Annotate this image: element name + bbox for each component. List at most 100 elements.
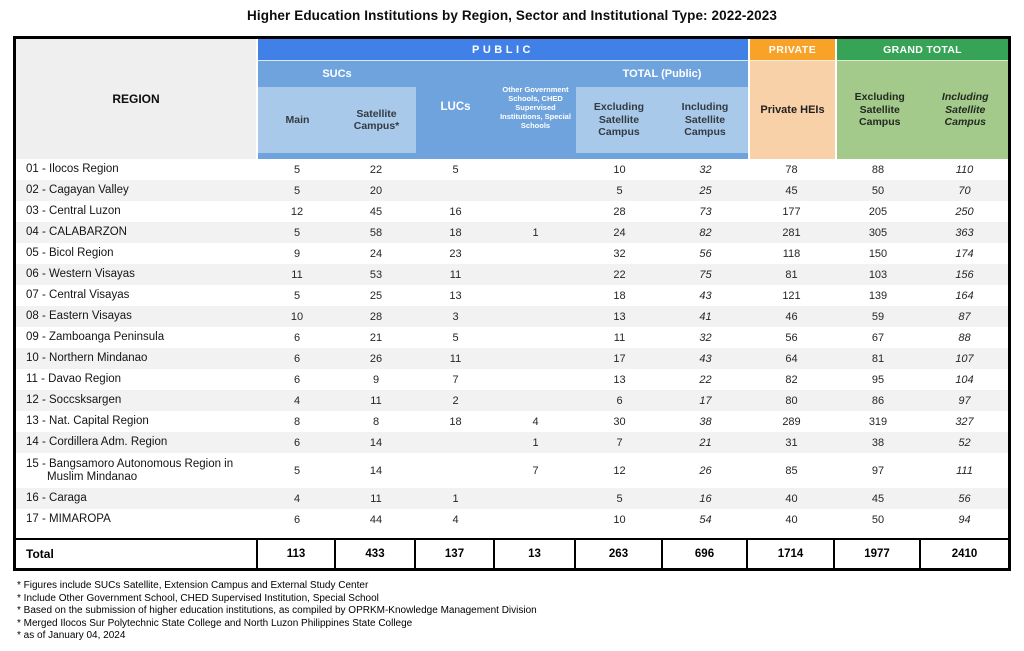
cell-grand-incl-satellite: 250	[955, 205, 974, 218]
table-row: 08 - Eastern Visayas 10 28 3 13 41 46 59 87	[16, 306, 1008, 327]
cell-main: 5	[293, 163, 301, 176]
table-row: 04 - CALABARZON 5 58 18 1 24 82 281 305 363	[16, 222, 1008, 243]
cell-lucs: 11	[449, 352, 462, 365]
cell-satellite-campus: 9	[372, 373, 380, 386]
cell-satellite-campus: 14	[369, 464, 383, 477]
header-private: PRIVATE	[748, 39, 835, 60]
page-title: Higher Education Institutions by Region,…	[247, 8, 777, 23]
cell-total-incl-satellite: 75	[699, 268, 712, 281]
region-name: 09 - Zamboanga Peninsula	[26, 331, 165, 344]
cell-private-heis: 40	[785, 492, 798, 505]
table-row: 01 - Ilocos Region 5 22 5 10 32 78 88 110	[16, 159, 1008, 180]
table-row: 03 - Central Luzon 12 45 16 28 73 177 205 250	[16, 201, 1008, 222]
cell-grand-excl-satellite: 88	[871, 163, 885, 176]
cell-main: 6	[293, 436, 301, 449]
footnote: * as of January 04, 2024	[17, 630, 126, 642]
cell-private-heis: 118	[782, 247, 801, 260]
cell-lucs: 2	[452, 394, 459, 407]
table-row: 17 - MIMAROPA 6 44 4 10 54 40 50 94	[16, 509, 1008, 530]
cell-grand-excl-satellite: 103	[868, 268, 888, 281]
cell-satellite-campus: 26	[369, 352, 383, 365]
cell-lucs: 4	[452, 513, 459, 526]
cell-satellite-campus: 20	[369, 184, 383, 197]
total-main: 113	[258, 540, 336, 568]
table-row: 14 - Cordillera Adm. Region 6 14 1 7 21 31 38 52	[16, 432, 1008, 453]
cell-other-gov: 4	[532, 415, 539, 428]
region-name: 10 - Northern Mindanao	[26, 352, 148, 365]
cell-main: 6	[293, 352, 301, 365]
cell-satellite-campus: 11	[370, 394, 382, 407]
total-incl-satellite: 696	[663, 540, 748, 568]
cell-satellite-campus: 11	[370, 492, 382, 505]
cell-private-heis: 46	[785, 310, 798, 323]
cell-total-excl-satellite: 28	[613, 205, 626, 218]
footnote: * Include Other Government School, CHED …	[17, 592, 379, 604]
region-name: 05 - Bicol Region	[26, 247, 114, 260]
cell-private-heis: 85	[785, 464, 798, 477]
cell-total-excl-satellite: 13	[613, 373, 626, 386]
cell-main: 4	[293, 394, 301, 407]
cell-grand-incl-satellite: 156	[955, 268, 974, 281]
region-name: 12 - Soccsksargen	[26, 394, 122, 407]
cell-main: 5	[293, 226, 301, 239]
cell-other-gov: 7	[532, 464, 539, 477]
header-grand-total-subcolumns: Excluding Satellite Campus Including Sat…	[835, 60, 1008, 159]
header-satellite-campus: Satellite Campus*	[353, 107, 400, 133]
total-row: Total 113 433 137 13 263 696 1714 1977 2…	[16, 538, 1008, 568]
cell-grand-excl-satellite: 50	[871, 513, 885, 526]
cell-total-excl-satellite: 30	[613, 415, 626, 428]
cell-private-heis: 45	[785, 184, 798, 197]
header-sucs: SUCs	[322, 68, 352, 80]
header-public: PUBLIC	[258, 39, 748, 60]
cell-grand-incl-satellite: 94	[958, 513, 971, 526]
cell-total-incl-satellite: 41	[699, 310, 712, 323]
cell-lucs: 5	[452, 163, 459, 176]
cell-grand-incl-satellite: 104	[955, 373, 974, 386]
cell-grand-excl-satellite: 305	[868, 226, 888, 239]
cell-grand-excl-satellite: 97	[871, 464, 885, 477]
cell-satellite-campus: 24	[369, 247, 383, 260]
header-lucs: LUCs	[440, 101, 471, 113]
cell-total-incl-satellite: 82	[699, 226, 712, 239]
cell-lucs: 7	[452, 373, 459, 386]
cell-total-incl-satellite: 73	[699, 205, 712, 218]
cell-total-excl-satellite: 7	[616, 436, 623, 449]
cell-main: 5	[293, 464, 301, 477]
cell-total-excl-satellite: 32	[613, 247, 626, 260]
cell-satellite-campus: 8	[372, 415, 380, 428]
table-row: 11 - Davao Region 6 9 7 13 22 82 95 104	[16, 369, 1008, 390]
total-private-heis: 1714	[748, 540, 835, 568]
cell-satellite-campus: 53	[369, 268, 383, 281]
cell-total-excl-satellite: 11	[613, 331, 626, 344]
cell-main: 5	[293, 289, 301, 302]
cell-main: 6	[293, 513, 301, 526]
cell-grand-incl-satellite: 327	[955, 415, 974, 428]
cell-total-excl-satellite: 5	[616, 492, 623, 505]
header-main: Main	[285, 113, 310, 126]
cell-private-heis: 289	[782, 415, 801, 428]
header-private-heis: Private HEIs	[748, 60, 835, 159]
cell-grand-excl-satellite: 81	[871, 352, 885, 365]
total-lucs: 137	[416, 540, 495, 568]
total-other-gov: 13	[495, 540, 576, 568]
cell-private-heis: 121	[782, 289, 801, 302]
table-row: 15 - Bangsamoro Autonomous Region in Mus…	[16, 453, 1008, 488]
table-header: REGION PUBLIC PRIVATE GRAND TOTAL SUCs T…	[16, 39, 1008, 159]
table-row: 13 - Nat. Capital Region 8 8 18 4 30 38 289 319 3…	[16, 411, 1008, 432]
table-row: 10 - Northern Mindanao 6 26 11 17 43 64 81 107	[16, 348, 1008, 369]
cell-main: 11	[291, 268, 303, 281]
cell-total-incl-satellite: 21	[699, 436, 712, 449]
cell-private-heis: 177	[782, 205, 801, 218]
table-row: 06 - Western Visayas 11 53 11 22 75 81 103 156	[16, 264, 1008, 285]
region-name: 16 - Caraga	[26, 492, 87, 505]
cell-private-heis: 56	[785, 331, 798, 344]
cell-lucs: 1	[452, 492, 459, 505]
cell-total-incl-satellite: 56	[699, 247, 712, 260]
cell-total-excl-satellite: 12	[613, 464, 626, 477]
cell-grand-incl-satellite: 164	[955, 289, 974, 302]
header-grand-total: GRAND TOTAL	[835, 39, 1008, 60]
cell-grand-incl-satellite: 107	[955, 352, 974, 365]
region-name: 03 - Central Luzon	[26, 205, 121, 218]
region-name: 07 - Central Visayas	[26, 289, 130, 302]
header-total-public-subcolumns: Excluding Satellite Campus Including Sat…	[576, 87, 748, 153]
